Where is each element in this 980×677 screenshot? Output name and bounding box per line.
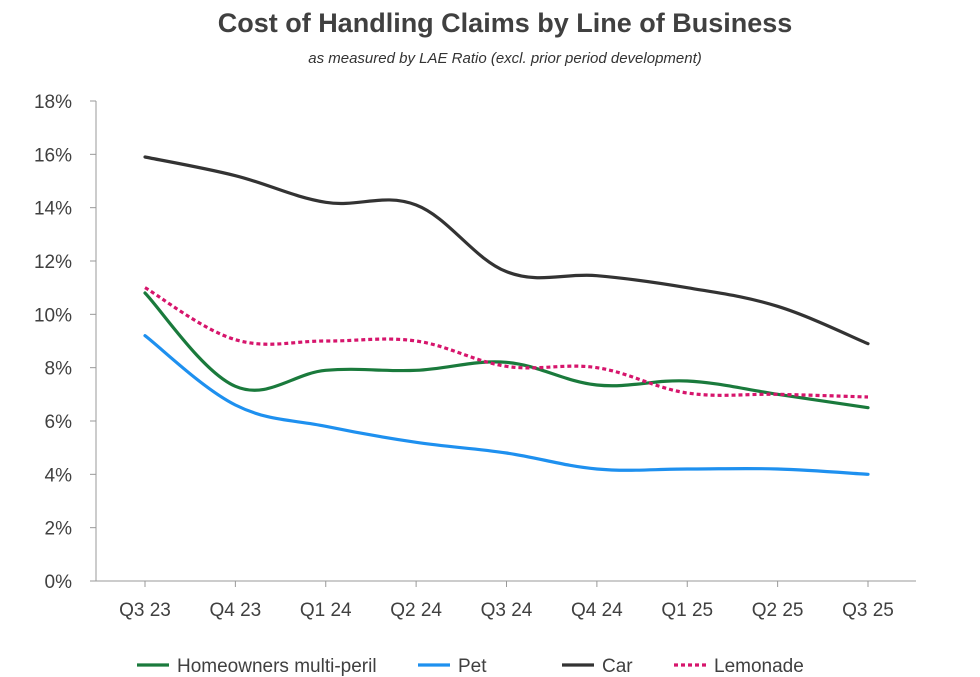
y-tick-label: 0% — [45, 572, 73, 593]
x-tick-label: Q2 24 — [390, 600, 442, 621]
legend-label-pet: Pet — [458, 656, 487, 677]
series-line-pet — [143, 334, 870, 476]
series-line-homeowners-multi-peril — [143, 291, 870, 410]
series-line-lemonade — [144, 286, 869, 399]
x-tick-label: Q1 25 — [661, 600, 713, 621]
y-tick-label: 12% — [34, 252, 72, 273]
x-tick-label: Q3 25 — [842, 600, 894, 621]
y-tick-label: 8% — [45, 359, 73, 380]
x-tick-label: Q1 24 — [300, 600, 352, 621]
y-tick-label: 16% — [34, 145, 72, 166]
y-tick-label: 18% — [34, 92, 72, 113]
x-tick-label: Q4 23 — [209, 600, 261, 621]
y-tick-label: 2% — [45, 519, 73, 540]
series-line-car — [143, 155, 870, 346]
x-tick-label: Q4 24 — [571, 600, 623, 621]
legend-label-lemonade: Lemonade — [714, 656, 804, 677]
x-tick-label: Q3 23 — [119, 600, 171, 621]
y-tick-label: 14% — [34, 199, 72, 220]
series-layer — [143, 155, 870, 476]
chart-subtitle: as measured by LAE Ratio (excl. prior pe… — [308, 50, 702, 67]
legend: Homeowners multi-peril Pet Car Lemonade — [137, 656, 804, 677]
y-tick-label: 4% — [45, 465, 73, 486]
axes: 0% 2% 4% 6% 8% 10% 12% 14% 16% 18% Q3 23 Q4 23 Q1 24… — [34, 92, 916, 621]
y-tick-label: 6% — [45, 412, 73, 433]
chart-title: Cost of Handling Claims by Line of Busin… — [217, 8, 793, 38]
legend-label-homeowners-multi-peril: Homeowners multi-peril — [177, 656, 377, 677]
y-tick-label: 10% — [34, 305, 72, 326]
x-tick-label: Q3 24 — [481, 600, 533, 621]
x-tick-label: Q2 25 — [752, 600, 804, 621]
legend-label-car: Car — [602, 656, 633, 677]
